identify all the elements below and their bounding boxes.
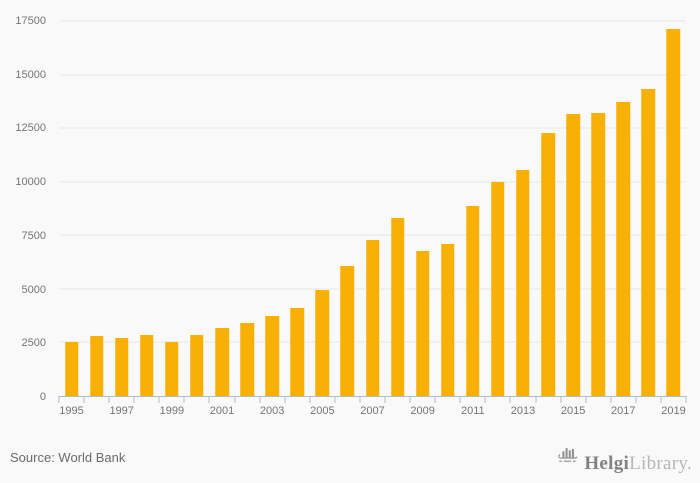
bar-2003[interactable] (265, 315, 279, 396)
bar-2018[interactable] (641, 88, 656, 396)
x-axis-tick (535, 396, 537, 403)
x-axis-tick (434, 396, 436, 403)
x-tick-label-2009: 2009 (410, 405, 435, 417)
x-axis-tick (259, 396, 261, 403)
x-axis-tick (459, 396, 461, 403)
x-axis-tick (560, 396, 562, 403)
y-tick-label-5000: 5000 (21, 283, 46, 296)
x-tick-label-2015: 2015 (560, 405, 586, 417)
x-axis-tick (635, 396, 637, 403)
x-axis-tick (509, 396, 511, 403)
bar-2006[interactable] (340, 265, 355, 396)
logo-text-secondary: Library. (629, 453, 692, 474)
bar-2019[interactable] (666, 28, 681, 396)
y-tick-label-7500: 7500 (21, 229, 46, 242)
bar-1996[interactable] (89, 336, 104, 396)
plot-area: 1995 1997 1999 2001 2003 2005 2007 2009 2011 2013… (58, 20, 687, 417)
bar-2016[interactable] (591, 112, 605, 396)
bar-2017[interactable] (616, 102, 631, 396)
x-axis-tick (309, 396, 311, 403)
x-tick-label-2013: 2013 (510, 405, 536, 417)
x-tick-label-2007: 2007 (360, 405, 385, 417)
x-axis-tick (234, 396, 236, 403)
x-axis-tick (334, 396, 336, 403)
x-axis-tick (284, 396, 286, 403)
x-tick-label-2011: 2011 (460, 405, 485, 417)
bar-2013[interactable] (516, 169, 530, 396)
bar-2011[interactable] (466, 205, 480, 396)
x-axis-tick (610, 396, 612, 403)
y-tick-label-12500: 12500 (15, 122, 46, 135)
gridline-7500 (59, 234, 686, 236)
x-tick-label-2019: 2019 (661, 405, 686, 417)
x-axis-tick (585, 396, 587, 403)
y-tick-label-15000: 15000 (15, 68, 46, 81)
helgi-ship-icon (556, 443, 579, 475)
bar-2009[interactable] (415, 250, 430, 396)
x-axis-tick (208, 396, 210, 403)
x-tick-label-1999: 1999 (159, 405, 185, 417)
bar-1997[interactable] (114, 338, 129, 396)
x-axis-tick (484, 396, 486, 403)
bar-2005[interactable] (315, 289, 330, 396)
x-axis-tick (183, 396, 185, 403)
x-tick-label-2005: 2005 (310, 405, 335, 417)
bar-2000[interactable] (190, 335, 204, 396)
gridline-15000 (59, 74, 686, 76)
x-axis-tick (685, 396, 687, 403)
gridline-12500 (59, 127, 686, 129)
x-tick-label-1997: 1997 (109, 405, 134, 417)
x-tick-label-2003: 2003 (259, 405, 285, 417)
helgi-library-logo[interactable]: Helgi Library. (556, 443, 692, 476)
x-axis-tick (58, 396, 60, 403)
bar-1999[interactable] (165, 341, 179, 396)
x-axis-tick (108, 396, 110, 403)
y-axis-labels: 0 2500 5000 7500 10000 12500 15000 17500 (0, 15, 46, 403)
gridline-10000 (59, 181, 686, 183)
x-axis-tick (359, 396, 361, 403)
x-axis-tick (133, 396, 135, 403)
bar-1998[interactable] (140, 334, 154, 396)
bar-2012[interactable] (491, 181, 505, 396)
x-tick-label-2017: 2017 (611, 405, 636, 417)
bar-2010[interactable] (440, 244, 455, 396)
x-axis-tick (384, 396, 386, 403)
bar-2008[interactable] (390, 218, 405, 396)
y-tick-label-0: 0 (39, 391, 46, 403)
y-tick-label-17500: 17500 (15, 15, 46, 27)
bar-2007[interactable] (365, 240, 380, 396)
x-axis-tick (409, 396, 411, 403)
bar-1995[interactable] (64, 342, 79, 396)
bar-2001[interactable] (215, 328, 229, 396)
bar-2014[interactable] (541, 132, 555, 396)
y-tick-label-2500: 2500 (21, 337, 46, 350)
gridline-17500 (59, 20, 686, 22)
x-tick-label-1995: 1995 (59, 405, 84, 417)
x-axis-tick (83, 396, 85, 403)
bar-2002[interactable] (240, 323, 254, 396)
x-axis-tick (158, 396, 160, 403)
bar-2015[interactable] (566, 114, 580, 396)
logo-text-primary: Helgi (584, 453, 630, 474)
x-tick-label-2001: 2001 (209, 405, 235, 417)
y-tick-label-10000: 10000 (15, 176, 46, 189)
x-axis-tick (660, 396, 662, 403)
bar-2004[interactable] (290, 308, 304, 396)
source-text: Source: World Bank (10, 450, 126, 465)
